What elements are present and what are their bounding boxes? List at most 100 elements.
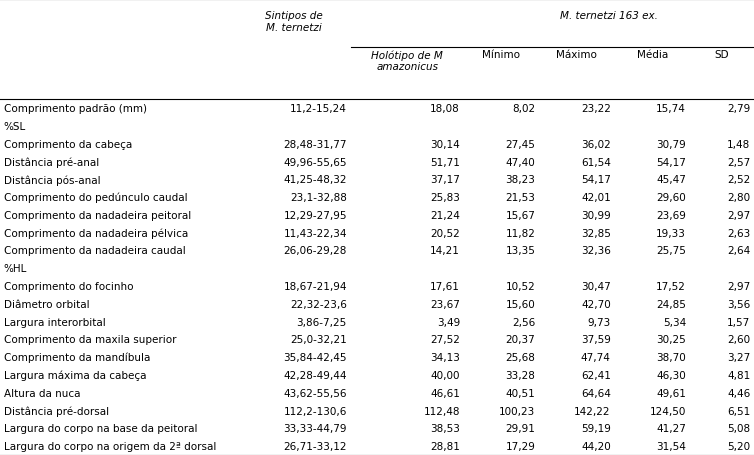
Text: 19,33: 19,33 (656, 228, 686, 238)
Text: 21,24: 21,24 (430, 211, 460, 220)
Text: 30,79: 30,79 (657, 140, 686, 149)
Text: 33,33-44,79: 33,33-44,79 (284, 424, 347, 433)
Text: 32,36: 32,36 (581, 246, 611, 256)
Text: 34,13: 34,13 (430, 353, 460, 362)
Text: Mínimo: Mínimo (483, 50, 520, 60)
Text: 28,48-31,77: 28,48-31,77 (284, 140, 347, 149)
Text: 49,96-55,65: 49,96-55,65 (284, 157, 347, 167)
Text: Holótipo de M
amazonicus: Holótipo de M amazonicus (371, 50, 443, 72)
Text: 42,70: 42,70 (581, 299, 611, 309)
Text: 46,61: 46,61 (430, 388, 460, 398)
Text: Máximo: Máximo (556, 50, 597, 60)
Text: 30,99: 30,99 (581, 211, 611, 220)
Text: M. ternetzi 163 ex.: M. ternetzi 163 ex. (560, 11, 657, 21)
Text: 38,23: 38,23 (505, 175, 535, 185)
Text: 4,81: 4,81 (727, 370, 750, 380)
Text: 12,29-27,95: 12,29-27,95 (284, 211, 347, 220)
Text: Distância pré-dorsal: Distância pré-dorsal (4, 405, 109, 416)
Text: Comprimento da maxila superior: Comprimento da maxila superior (4, 335, 176, 344)
Text: 45,47: 45,47 (656, 175, 686, 185)
Text: 2,80: 2,80 (727, 193, 750, 202)
Text: 41,27: 41,27 (656, 424, 686, 433)
Text: 112,2-130,6: 112,2-130,6 (284, 406, 347, 415)
Text: 112,48: 112,48 (424, 406, 460, 415)
Text: Largura do corpo na base da peitoral: Largura do corpo na base da peitoral (4, 424, 198, 433)
Text: 25,0-32,21: 25,0-32,21 (290, 335, 347, 344)
Text: 3,49: 3,49 (437, 317, 460, 327)
Text: 2,63: 2,63 (727, 228, 750, 238)
Text: 23,69: 23,69 (656, 211, 686, 220)
Text: Distância pós-anal: Distância pós-anal (4, 175, 100, 185)
Text: 2,79: 2,79 (727, 104, 750, 114)
Text: 28,81: 28,81 (430, 441, 460, 451)
Text: Comprimento da nadadeira peitoral: Comprimento da nadadeira peitoral (4, 211, 191, 220)
Text: 20,37: 20,37 (506, 335, 535, 344)
Text: 59,19: 59,19 (581, 424, 611, 433)
Text: Largura interorbital: Largura interorbital (4, 317, 106, 327)
Text: 2,57: 2,57 (727, 157, 750, 167)
Text: 18,08: 18,08 (431, 104, 460, 114)
Text: 30,47: 30,47 (581, 282, 611, 291)
Text: 100,23: 100,23 (499, 406, 535, 415)
Text: Altura da nuca: Altura da nuca (4, 388, 80, 398)
Text: Diâmetro orbital: Diâmetro orbital (4, 299, 90, 309)
Text: 3,56: 3,56 (727, 299, 750, 309)
Text: 5,34: 5,34 (663, 317, 686, 327)
Text: 17,29: 17,29 (505, 441, 535, 451)
Text: 15,67: 15,67 (505, 211, 535, 220)
Text: 2,56: 2,56 (512, 317, 535, 327)
Text: 26,71-33,12: 26,71-33,12 (284, 441, 347, 451)
Text: Largura do corpo na origem da 2ª dorsal: Largura do corpo na origem da 2ª dorsal (4, 441, 216, 451)
Text: 43,62-55,56: 43,62-55,56 (284, 388, 347, 398)
Text: Comprimento do focinho: Comprimento do focinho (4, 282, 133, 291)
Text: 25,83: 25,83 (430, 193, 460, 202)
Text: 54,17: 54,17 (656, 157, 686, 167)
Text: 23,22: 23,22 (581, 104, 611, 114)
Text: 17,52: 17,52 (656, 282, 686, 291)
Text: 9,73: 9,73 (587, 317, 611, 327)
Text: 47,74: 47,74 (581, 353, 611, 362)
Text: 20,52: 20,52 (431, 228, 460, 238)
Text: 37,59: 37,59 (581, 335, 611, 344)
Text: 1,48: 1,48 (727, 140, 750, 149)
Text: 51,71: 51,71 (430, 157, 460, 167)
Text: 2,60: 2,60 (727, 335, 750, 344)
Text: 18,67-21,94: 18,67-21,94 (284, 282, 347, 291)
Text: 31,54: 31,54 (656, 441, 686, 451)
Text: Comprimento da nadadeira pélvica: Comprimento da nadadeira pélvica (4, 228, 188, 238)
Text: 5,08: 5,08 (727, 424, 750, 433)
Text: 1,57: 1,57 (727, 317, 750, 327)
Text: 11,82: 11,82 (505, 228, 535, 238)
Text: 4,46: 4,46 (727, 388, 750, 398)
Text: 24,85: 24,85 (656, 299, 686, 309)
Text: 3,86-7,25: 3,86-7,25 (296, 317, 347, 327)
Text: 62,41: 62,41 (581, 370, 611, 380)
Text: 5,20: 5,20 (727, 441, 750, 451)
Text: Largura máxima da cabeça: Largura máxima da cabeça (4, 370, 146, 380)
Text: 2,97: 2,97 (727, 282, 750, 291)
Text: 6,51: 6,51 (727, 406, 750, 415)
Text: 42,28-49,44: 42,28-49,44 (284, 370, 347, 380)
Text: 44,20: 44,20 (581, 441, 611, 451)
Text: 29,91: 29,91 (505, 424, 535, 433)
Text: 8,02: 8,02 (512, 104, 535, 114)
Text: 15,60: 15,60 (506, 299, 535, 309)
Text: 35,84-42,45: 35,84-42,45 (284, 353, 347, 362)
Text: Comprimento da mandíbula: Comprimento da mandíbula (4, 352, 150, 363)
Text: 36,02: 36,02 (581, 140, 611, 149)
Text: 26,06-29,28: 26,06-29,28 (284, 246, 347, 256)
Text: 32,85: 32,85 (581, 228, 611, 238)
Text: 30,25: 30,25 (657, 335, 686, 344)
Text: 40,00: 40,00 (431, 370, 460, 380)
Text: Comprimento da cabeça: Comprimento da cabeça (4, 140, 132, 149)
Text: Média: Média (636, 50, 668, 60)
Text: 54,17: 54,17 (581, 175, 611, 185)
Text: 47,40: 47,40 (506, 157, 535, 167)
Text: 61,54: 61,54 (581, 157, 611, 167)
Text: 46,30: 46,30 (657, 370, 686, 380)
Text: Distância pré-anal: Distância pré-anal (4, 157, 99, 167)
Text: 124,50: 124,50 (650, 406, 686, 415)
Text: 22,32-23,6: 22,32-23,6 (290, 299, 347, 309)
Text: 11,2-15,24: 11,2-15,24 (290, 104, 347, 114)
Text: 49,61: 49,61 (656, 388, 686, 398)
